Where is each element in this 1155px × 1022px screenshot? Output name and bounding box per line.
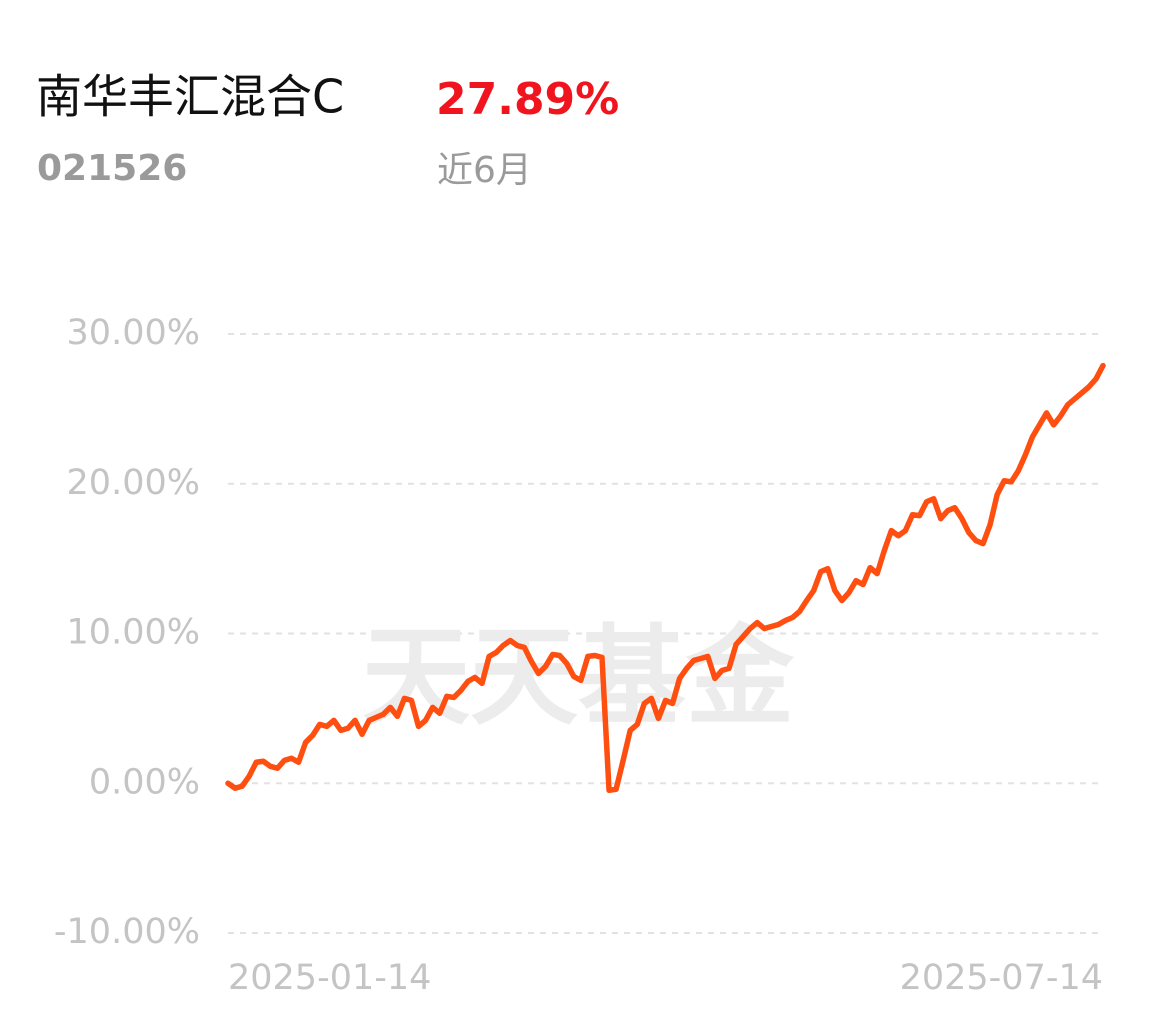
fund-code: 021526 (37, 148, 187, 189)
period: 近6月 (437, 150, 532, 191)
y-tick-label: -10.00% (54, 912, 200, 952)
return: 27.89% (436, 74, 619, 125)
fund-name: 南华丰汇混合C (36, 70, 344, 124)
y-tick-label: 30.00% (67, 313, 200, 353)
x-tick-label: 2025-01-14 (228, 958, 431, 998)
x-tick-label: 2025-07-14 (900, 958, 1103, 998)
series-line (225, 362, 1106, 794)
y-tick-label: 20.00% (67, 463, 200, 503)
y-tick-label: 10.00% (67, 613, 200, 653)
y-tick-label: 0.00% (89, 762, 200, 802)
